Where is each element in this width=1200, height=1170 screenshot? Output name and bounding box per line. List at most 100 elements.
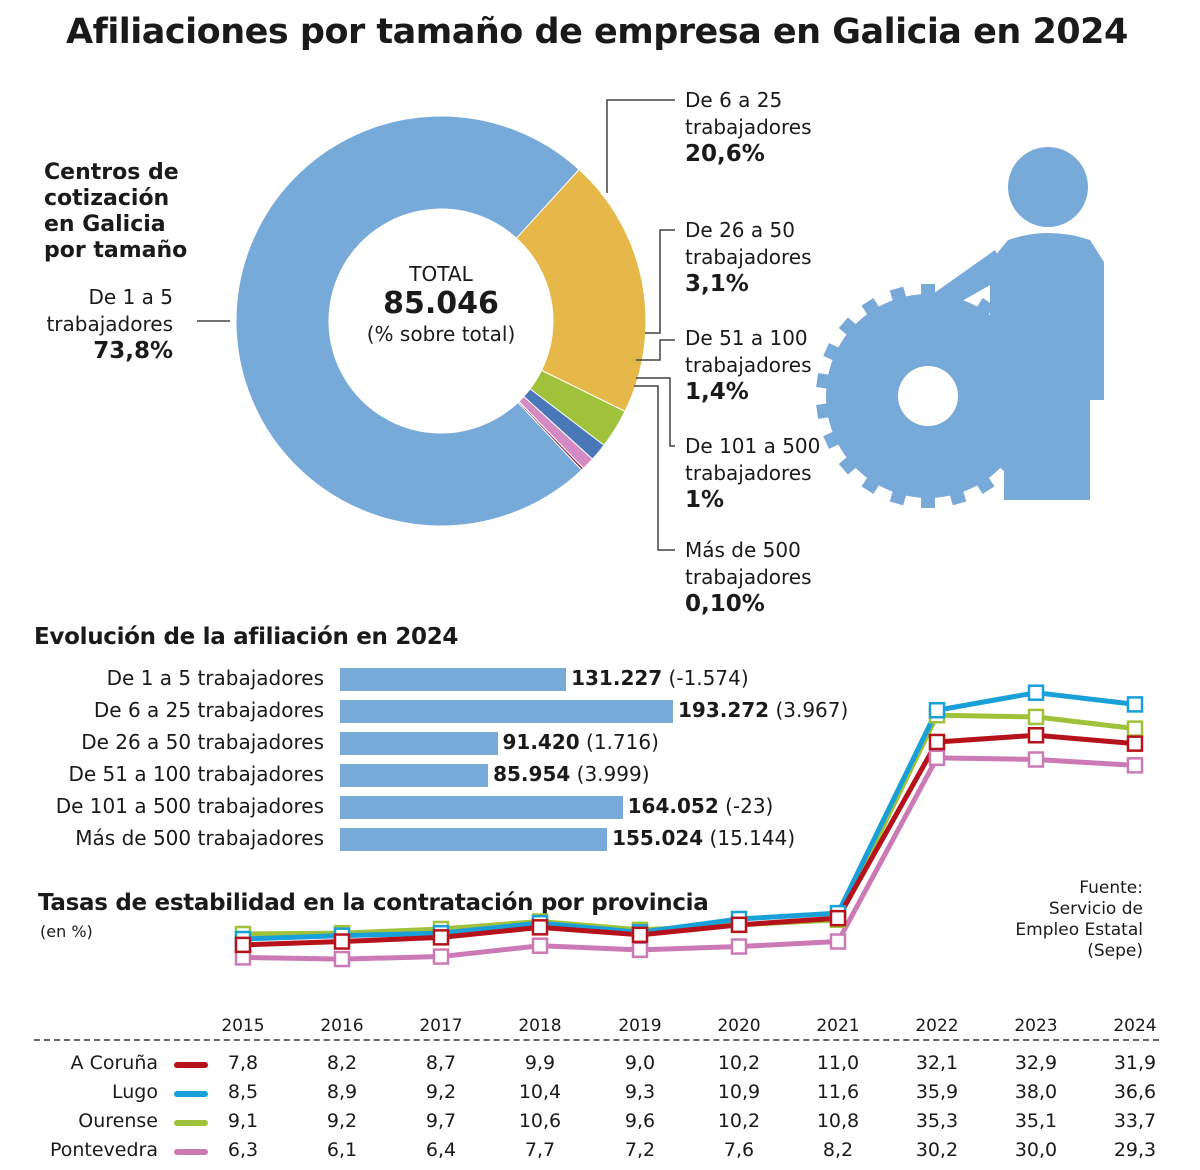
table-cell: 10,2 xyxy=(717,1110,761,1132)
gear-tooth xyxy=(921,492,935,508)
bar-label: Más de 500 trabajadores xyxy=(75,826,324,850)
gear-tooth xyxy=(1012,429,1033,449)
year-label: 2016 xyxy=(320,1016,364,1036)
segment-name: De 101 a 500 xyxy=(685,434,821,458)
gear-tooth xyxy=(889,286,908,306)
table-cell: 36,6 xyxy=(1113,1081,1157,1103)
table-cell: 10,2 xyxy=(717,1052,761,1074)
series-marker xyxy=(829,933,847,950)
series-line xyxy=(242,712,1136,937)
table-divider xyxy=(34,1039,1159,1041)
gear-tooth xyxy=(1012,343,1033,363)
bar-value: 85.954 (3.999) xyxy=(493,762,649,786)
series-marker xyxy=(928,701,946,719)
province-name: Ourense xyxy=(78,1110,158,1132)
bar xyxy=(340,668,567,691)
bar-value-change: (-1.574) xyxy=(662,666,749,690)
table-cell: 6,3 xyxy=(227,1139,259,1161)
gear-tooth xyxy=(948,286,967,306)
bar-value-number: 85.954 xyxy=(493,762,571,786)
donut-side-title: Centros de cotización en Galicia por tam… xyxy=(44,160,187,264)
gear-tooth xyxy=(995,317,1018,339)
gear-tooth xyxy=(974,297,995,320)
table-cell: 7,8 xyxy=(227,1052,259,1074)
gear-tooth xyxy=(838,453,861,475)
table-cell: 6,4 xyxy=(425,1139,457,1161)
gear-tooth xyxy=(823,429,844,449)
leader-line xyxy=(636,339,675,361)
bar-value: 164.052 (-23) xyxy=(628,794,774,818)
table-cell: 8,7 xyxy=(425,1052,457,1074)
table-cell: 10,9 xyxy=(717,1081,761,1103)
series-marker xyxy=(1027,751,1045,768)
bar-value-number: 193.272 xyxy=(678,698,770,722)
worker-with-gear-icon xyxy=(816,147,1104,508)
series-marker xyxy=(1126,757,1144,774)
segment-name: De 6 a 25 xyxy=(685,88,783,112)
source-line: Empleo Estatal xyxy=(1015,920,1143,940)
gear-tooth xyxy=(816,373,834,390)
year-label: 2024 xyxy=(1113,1016,1157,1036)
segment-name: De 1 a 5 xyxy=(88,285,173,309)
table-cell: 31,9 xyxy=(1113,1052,1157,1074)
table-cell: 35,1 xyxy=(1014,1110,1058,1132)
series-marker xyxy=(1027,708,1045,726)
series-marker xyxy=(1027,684,1045,701)
bar xyxy=(340,764,489,787)
segment-name: trabajadores xyxy=(685,115,812,139)
source-note: Fuente: Servicio de Empleo Estatal (Sepe… xyxy=(1015,878,1143,962)
side-title-line: por tamaño xyxy=(44,238,188,263)
bar-label: De 26 a 50 trabajadores xyxy=(81,730,324,754)
segment-pct: 0,10% xyxy=(685,591,765,617)
bars-title: Evolución de la afiliación en 2024 xyxy=(34,624,459,650)
province-name: Pontevedra xyxy=(49,1139,158,1161)
segment-name: trabajadores xyxy=(685,353,812,377)
table-cell: 10,6 xyxy=(518,1110,562,1132)
segment-name: trabajadores xyxy=(685,245,812,269)
bar xyxy=(340,828,608,851)
bar xyxy=(340,700,673,723)
line-chart xyxy=(234,684,1144,968)
table-cell: 35,3 xyxy=(915,1110,959,1132)
donut-chart xyxy=(197,99,1104,551)
table-cell: 7,7 xyxy=(524,1139,556,1161)
year-label: 2022 xyxy=(915,1016,959,1036)
table-cell: 7,6 xyxy=(723,1139,755,1161)
total-value: 85.046 xyxy=(383,286,499,321)
series-marker xyxy=(928,733,946,751)
gear-tooth xyxy=(889,486,908,506)
side-title-line: cotización xyxy=(44,186,170,211)
segment-pct: 3,1% xyxy=(685,271,749,297)
year-label: 2015 xyxy=(221,1016,265,1036)
table-cell: 30,2 xyxy=(915,1139,959,1161)
legend-swatch xyxy=(174,1120,208,1126)
gear-tooth xyxy=(861,472,882,495)
bar-value: 91.420 (1.716) xyxy=(503,730,659,754)
year-label: 2020 xyxy=(717,1016,761,1036)
series-marker xyxy=(631,941,649,959)
series-marker xyxy=(1126,696,1144,713)
series-marker xyxy=(531,919,549,936)
table-cell: 35,9 xyxy=(915,1081,959,1103)
table-cell: 38,0 xyxy=(1014,1081,1058,1103)
bar-value-number: 91.420 xyxy=(502,730,580,754)
segment-name: trabajadores xyxy=(685,461,812,485)
series-marker xyxy=(928,749,946,767)
legend-swatch xyxy=(174,1091,208,1097)
leader-line xyxy=(606,99,675,193)
bar-value-number: 131.227 xyxy=(571,666,663,690)
series-marker xyxy=(730,938,748,955)
province-name: Lugo xyxy=(112,1081,158,1103)
segment-label-51-100: De 51 a 100 trabajadores 1,4% xyxy=(685,325,812,406)
leader-line xyxy=(645,229,675,334)
bar-label: De 101 a 500 trabajadores xyxy=(55,794,324,818)
bar-value: 131.227 (-1.574) xyxy=(571,666,749,690)
year-label: 2023 xyxy=(1014,1016,1058,1036)
total-label: TOTAL xyxy=(409,262,473,286)
bar-value-number: 155.024 xyxy=(612,826,704,850)
total-note: (% sobre total) xyxy=(366,322,516,346)
segment-pct: 1% xyxy=(685,487,725,513)
table-cell: 11,0 xyxy=(816,1052,860,1074)
series-line xyxy=(242,690,1136,942)
table-cell: 8,2 xyxy=(822,1139,854,1161)
